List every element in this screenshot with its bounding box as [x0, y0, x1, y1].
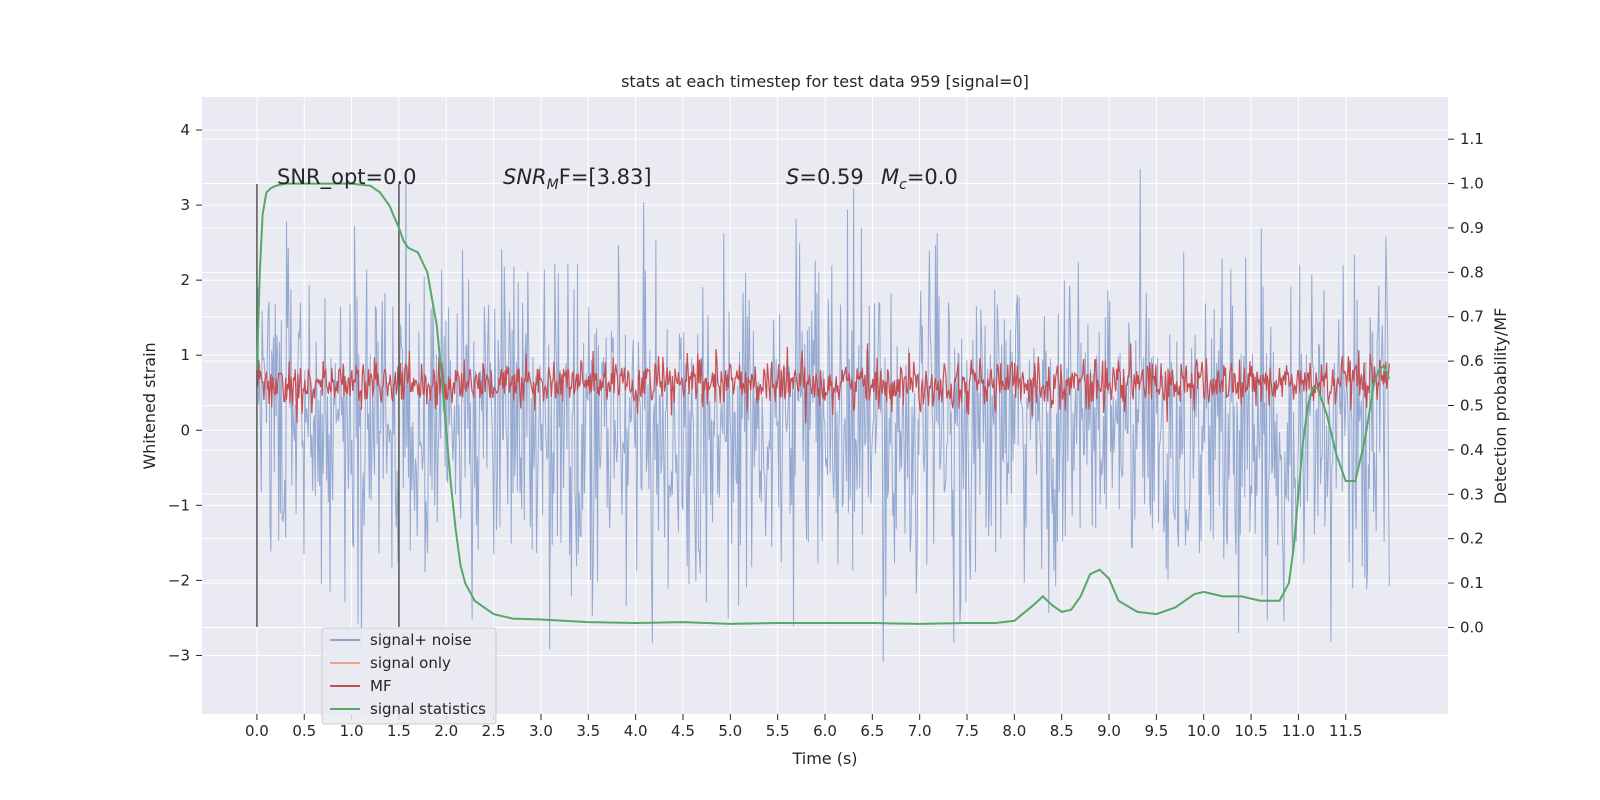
- legend-item-signal-statistics: signal statistics: [330, 700, 486, 718]
- y2-tick-label: 0.0: [1460, 618, 1484, 636]
- x-tick-label: 6.0: [813, 722, 837, 740]
- y2-tick-label: 0.5: [1460, 397, 1484, 415]
- legend-label-signal-noise: signal+ noise: [370, 631, 472, 649]
- x-tick-label: 2.5: [482, 722, 506, 740]
- x-tick-label: 9.5: [1144, 722, 1168, 740]
- legend-box: [321, 627, 497, 725]
- y2-tick-label: 0.7: [1460, 308, 1484, 326]
- y2-tick-label: 0.8: [1460, 263, 1484, 281]
- x-axis-label: Time (s): [791, 749, 857, 768]
- y-axis-label: Whitened strain: [140, 342, 159, 469]
- y2-tick-label: 0.9: [1460, 219, 1484, 237]
- mf-trace: [256, 343, 1390, 424]
- x-tick-label: 4.5: [671, 722, 695, 740]
- annotation-snr-mf: SNRMF=[3.83]: [503, 165, 652, 193]
- annotation-s: S=0.59: [786, 165, 864, 189]
- x-tick-label: 1.5: [387, 722, 411, 740]
- annotation-mc-sym: M: [881, 165, 899, 189]
- x-tick-label: 6.5: [860, 722, 884, 740]
- axis-ticks: 0.0 0.5 1.0 1.5 2.0 2.5 3.0 3.5 4.0 4.5 5.0 5.5 6.0 6…: [168, 121, 1484, 740]
- annotation-snr-mf-base: SNR: [503, 165, 547, 189]
- x-tick-label: 0.0: [245, 722, 269, 740]
- annotation-s-rest: =0.59: [799, 165, 863, 189]
- y-tick-label: 0: [180, 421, 190, 439]
- legend-label-mf: MF: [370, 677, 392, 695]
- series-layer: [255, 169, 1391, 662]
- x-tick-label: 2.0: [434, 722, 458, 740]
- annotation-snr-opt: SNR_opt=0.0: [277, 165, 417, 190]
- x-tick-label: 1.0: [340, 722, 364, 740]
- legend: signal+ noise signal only MF signal stat…: [321, 627, 497, 725]
- series-signal-noise: [256, 169, 1390, 662]
- annotation-mc-rest: =0.0: [907, 165, 958, 189]
- y2-tick-label: 0.1: [1460, 574, 1484, 592]
- x-tick-label: 5.0: [718, 722, 742, 740]
- x-tick-label: 5.5: [766, 722, 790, 740]
- chart-title: stats at each timestep for test data 959…: [621, 72, 1029, 91]
- x-tick-label: 4.0: [624, 722, 648, 740]
- annotation-snr-mf-rest: F=[3.83]: [559, 165, 652, 189]
- x-tick-label: 7.0: [908, 722, 932, 740]
- annotation-mc-sub: c: [899, 177, 907, 193]
- x-tick-label: 10.5: [1234, 722, 1267, 740]
- x-tick-label: 9.0: [1097, 722, 1121, 740]
- legend-item-mf: MF: [330, 677, 392, 695]
- annotation-mc: Mc=0.0: [881, 165, 958, 193]
- y2-tick-label: 0.2: [1460, 530, 1484, 548]
- y-tick-label: 4: [180, 121, 190, 139]
- y2-axis-label: Detection probability/MF: [1491, 308, 1510, 505]
- y2-tick-label: 1.0: [1460, 175, 1484, 193]
- y-tick-label: 3: [180, 196, 190, 214]
- legend-label-signal-only: signal only: [370, 654, 451, 672]
- y-tick-label: −2: [168, 571, 190, 589]
- y-tick-label: 2: [180, 271, 190, 289]
- y2-tick-label: 0.4: [1460, 441, 1484, 459]
- y2-tick-label: 1.1: [1460, 130, 1484, 148]
- y-tick-label: 1: [180, 346, 190, 364]
- annotation-s-sym: S: [786, 165, 799, 189]
- x-tick-label: 3.5: [576, 722, 600, 740]
- series-signal-statistics: [255, 182, 1391, 625]
- x-tick-label: 8.0: [1002, 722, 1026, 740]
- y-tick-label: −3: [168, 646, 190, 664]
- signal-noise-trace: [256, 169, 1390, 662]
- series-mf: [256, 343, 1390, 424]
- y2-tick-label: 0.6: [1460, 352, 1484, 370]
- legend-item-signal-noise: signal+ noise: [330, 631, 472, 649]
- annotations: SNR_opt=0.0 SNRMF=[3.83] S=0.59 Mc=0.0: [277, 165, 958, 193]
- x-tick-label: 11.0: [1282, 722, 1315, 740]
- annotation-snr-mf-sub: M: [547, 177, 559, 193]
- x-tick-label: 7.5: [955, 722, 979, 740]
- y2-tick-label: 0.3: [1460, 485, 1484, 503]
- x-tick-label: 11.5: [1329, 722, 1362, 740]
- marker-lines: [256, 184, 400, 627]
- legend-label-signal-statistics: signal statistics: [370, 700, 486, 718]
- x-tick-label: 3.0: [529, 722, 553, 740]
- x-tick-label: 0.5: [292, 722, 316, 740]
- legend-item-signal-only: signal only: [330, 654, 451, 672]
- x-tick-label: 8.5: [1050, 722, 1074, 740]
- x-tick-label: 10.0: [1187, 722, 1220, 740]
- y-tick-label: −1: [168, 496, 190, 514]
